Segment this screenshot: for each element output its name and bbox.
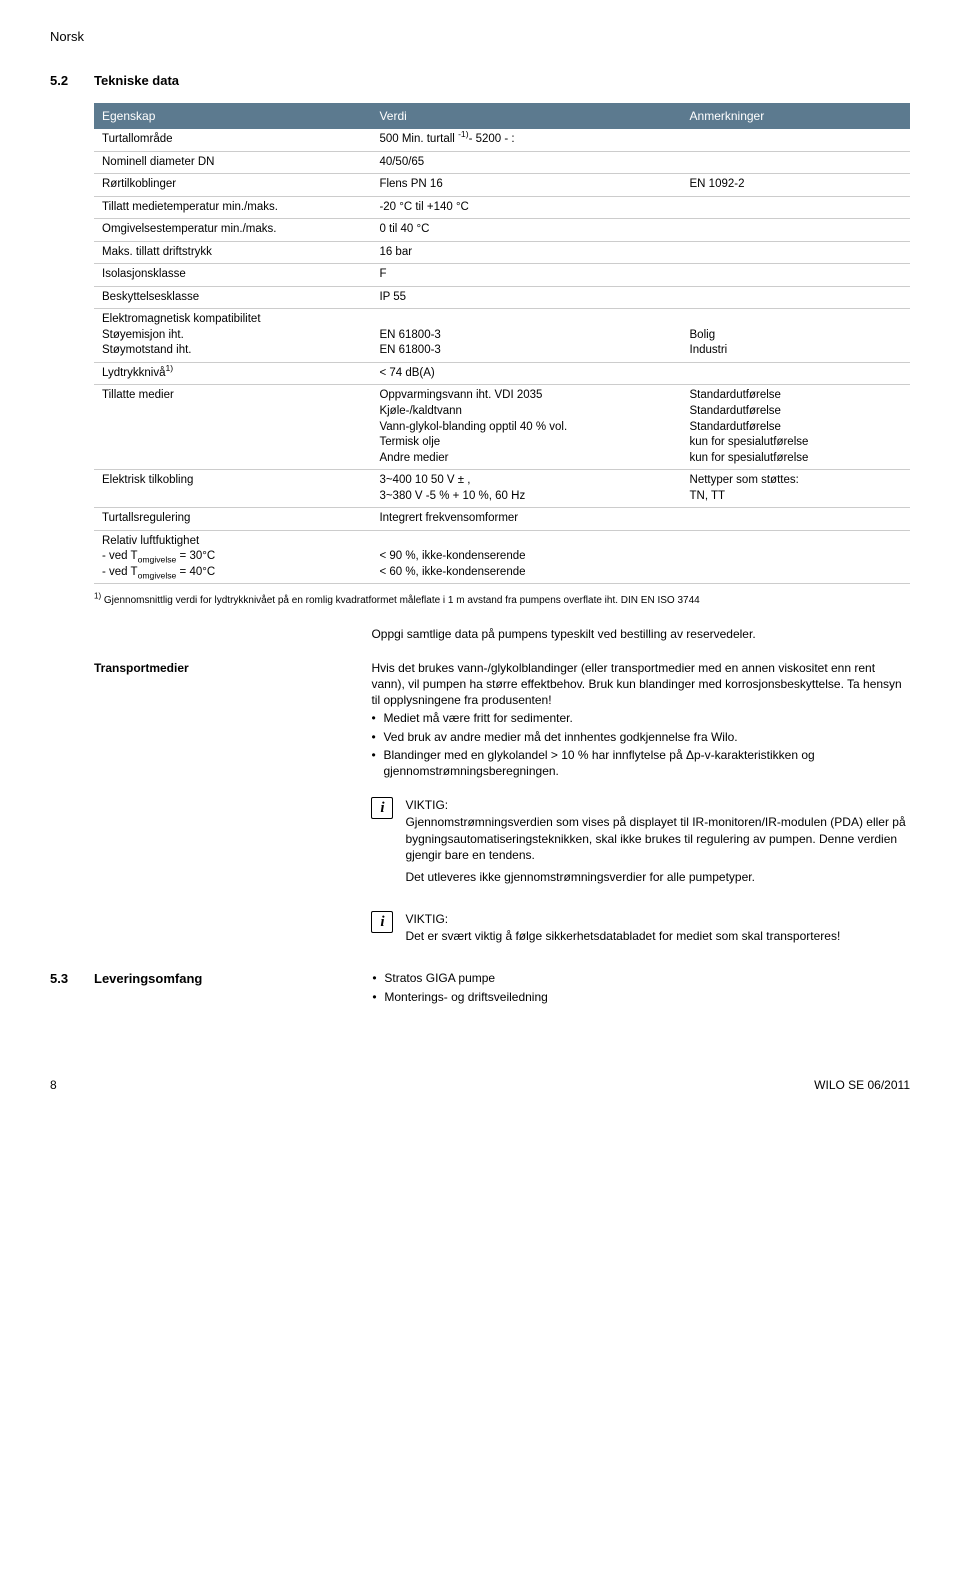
footnote-text: Gjennomsnittlig verdi for lydtrykknivået… <box>104 595 700 606</box>
table-cell <box>682 362 910 385</box>
info-paragraph: Det er svært viktig å følge sikkerhetsda… <box>405 928 840 944</box>
delivery-number: 5.3 <box>50 970 94 1006</box>
table-cell <box>682 286 910 309</box>
section-number: 5.2 <box>50 72 94 90</box>
footer-right: WILO SE 06/2011 <box>814 1077 910 1093</box>
list-item: Stratos GIGA pumpe <box>372 970 910 986</box>
table-cell: Elektromagnetisk kompatibilitetStøyemisj… <box>94 309 371 363</box>
table-cell: Maks. tillatt driftstrykk <box>94 241 371 264</box>
table-cell: Nettyper som støttes:TN, TT <box>682 470 910 508</box>
delivery-section: 5.3 Leveringsomfang Stratos GIGA pumpe Mo… <box>50 970 910 1006</box>
table-cell: Rørtilkoblinger <box>94 174 371 197</box>
table-row: Maks. tillatt driftstrykk16 bar <box>94 241 910 264</box>
table-cell <box>682 196 910 219</box>
language-header: Norsk <box>50 28 910 46</box>
table-cell: Flens PN 16 <box>371 174 681 197</box>
table-header: Egenskap <box>94 103 371 129</box>
table-row: Omgivelsestemperatur min./maks.0 til 40 … <box>94 219 910 242</box>
table-cell <box>682 129 910 151</box>
transport-row: Transportmedier Hvis det brukes vann-/gl… <box>94 660 910 781</box>
table-cell: Isolasjonsklasse <box>94 264 371 287</box>
table-cell: 0 til 40 °C <box>371 219 681 242</box>
table-cell: Nominell diameter DN <box>94 151 371 174</box>
info-icon: i <box>371 911 393 933</box>
table-row: Lydtrykknivå1)< 74 dB(A) <box>94 362 910 385</box>
delivery-title: Leveringsomfang <box>94 970 372 1006</box>
section-heading: 5.2 Tekniske data <box>50 72 910 90</box>
transport-label: Transportmedier <box>94 660 371 781</box>
table-row: Elektrisk tilkobling3~400 10 50 V ± ,3~3… <box>94 470 910 508</box>
info-paragraph: Det utleveres ikke gjennomstrømningsverd… <box>405 869 910 885</box>
page-footer: 8 WILO SE 06/2011 <box>50 1077 910 1093</box>
section-title: Tekniske data <box>94 72 179 90</box>
table-cell: < 74 dB(A) <box>371 362 681 385</box>
table-row: BeskyttelsesklasseIP 55 <box>94 286 910 309</box>
table-header: Verdi <box>371 103 681 129</box>
table-row: Tillatt medietemperatur min./maks.-20 °C… <box>94 196 910 219</box>
info-icon: i <box>371 797 393 819</box>
table-row: Elektromagnetisk kompatibilitetStøyemisj… <box>94 309 910 363</box>
intro-row: Oppgi samtlige data på pumpens typeskilt… <box>94 626 910 644</box>
table-cell: BoligIndustri <box>682 309 910 363</box>
page-number: 8 <box>50 1077 57 1093</box>
list-item: Ved bruk av andre medier må det innhente… <box>371 729 910 745</box>
table-cell <box>682 151 910 174</box>
table-cell: IP 55 <box>371 286 681 309</box>
table-cell: Elektrisk tilkobling <box>94 470 371 508</box>
table-cell <box>682 264 910 287</box>
table-cell: Oppvarmingsvann iht. VDI 2035Kjøle-/kald… <box>371 385 681 470</box>
table-cell: -20 °C til +140 °C <box>371 196 681 219</box>
info-block-1: i VIKTIG: Gjennomstrømningsverdien som v… <box>94 797 910 891</box>
list-item: Mediet må være fritt for sedimenter. <box>371 710 910 726</box>
table-cell: Omgivelsestemperatur min./maks. <box>94 219 371 242</box>
table-cell: 3~400 10 50 V ± ,3~380 V -5 % + 10 %, 60… <box>371 470 681 508</box>
table-row: Turtallområde500 Min. turtall -1)- 5200 … <box>94 129 910 151</box>
table-cell <box>682 530 910 584</box>
transport-bullet-list: Mediet må være fritt for sedimenter. Ved … <box>371 710 910 779</box>
list-item: Monterings- og driftsveiledning <box>372 989 910 1005</box>
table-row: Tillatte medierOppvarmingsvann iht. VDI … <box>94 385 910 470</box>
table-cell: StandardutførelseStandardutførelseStanda… <box>682 385 910 470</box>
table-footnote: 1) Gjennomsnittlig verdi for lydtrykkniv… <box>94 594 910 608</box>
table-cell <box>682 508 910 531</box>
spec-table: Egenskap Verdi Anmerkninger Turtallområd… <box>94 103 910 584</box>
table-cell: 40/50/65 <box>371 151 681 174</box>
table-row: RørtilkoblingerFlens PN 16EN 1092-2 <box>94 174 910 197</box>
table-cell: EN 61800-3EN 61800-3 <box>371 309 681 363</box>
table-cell: EN 1092-2 <box>682 174 910 197</box>
table-cell: < 90 %, ikke-kondenserende< 60 %, ikke-k… <box>371 530 681 584</box>
info-heading: VIKTIG: <box>405 911 840 927</box>
table-cell: Relativ luftfuktighet- ved Tomgivelse = … <box>94 530 371 584</box>
table-row: TurtallsreguleringIntegrert frekvensomfo… <box>94 508 910 531</box>
table-cell: Turtallsregulering <box>94 508 371 531</box>
table-row: IsolasjonsklasseF <box>94 264 910 287</box>
table-cell: Tillatte medier <box>94 385 371 470</box>
delivery-list: Stratos GIGA pumpe Monterings- og driftsv… <box>372 970 910 1004</box>
intro-text: Oppgi samtlige data på pumpens typeskilt… <box>371 626 910 642</box>
table-cell: Tillatt medietemperatur min./maks. <box>94 196 371 219</box>
list-item: Blandinger med en glykolandel > 10 % har… <box>371 747 910 779</box>
table-header: Anmerkninger <box>682 103 910 129</box>
table-cell: Turtallområde <box>94 129 371 151</box>
table-row: Relativ luftfuktighet- ved Tomgivelse = … <box>94 530 910 584</box>
table-cell <box>682 219 910 242</box>
table-cell <box>682 241 910 264</box>
table-cell: 500 Min. turtall -1)- 5200 - : <box>371 129 681 151</box>
table-cell: 16 bar <box>371 241 681 264</box>
info-block-2: i VIKTIG: Det er svært viktig å følge si… <box>94 911 910 950</box>
info-paragraph: Gjennomstrømningsverdien som vises på di… <box>405 814 910 863</box>
table-cell: Lydtrykknivå1) <box>94 362 371 385</box>
table-cell: Beskyttelsesklasse <box>94 286 371 309</box>
table-row: Nominell diameter DN40/50/65 <box>94 151 910 174</box>
footnote-marker: 1) <box>94 592 101 601</box>
info-heading: VIKTIG: <box>405 797 910 813</box>
table-cell: F <box>371 264 681 287</box>
transport-paragraph: Hvis det brukes vann-/glykolblandinger (… <box>371 660 910 709</box>
table-cell: Integrert frekvensomformer <box>371 508 681 531</box>
